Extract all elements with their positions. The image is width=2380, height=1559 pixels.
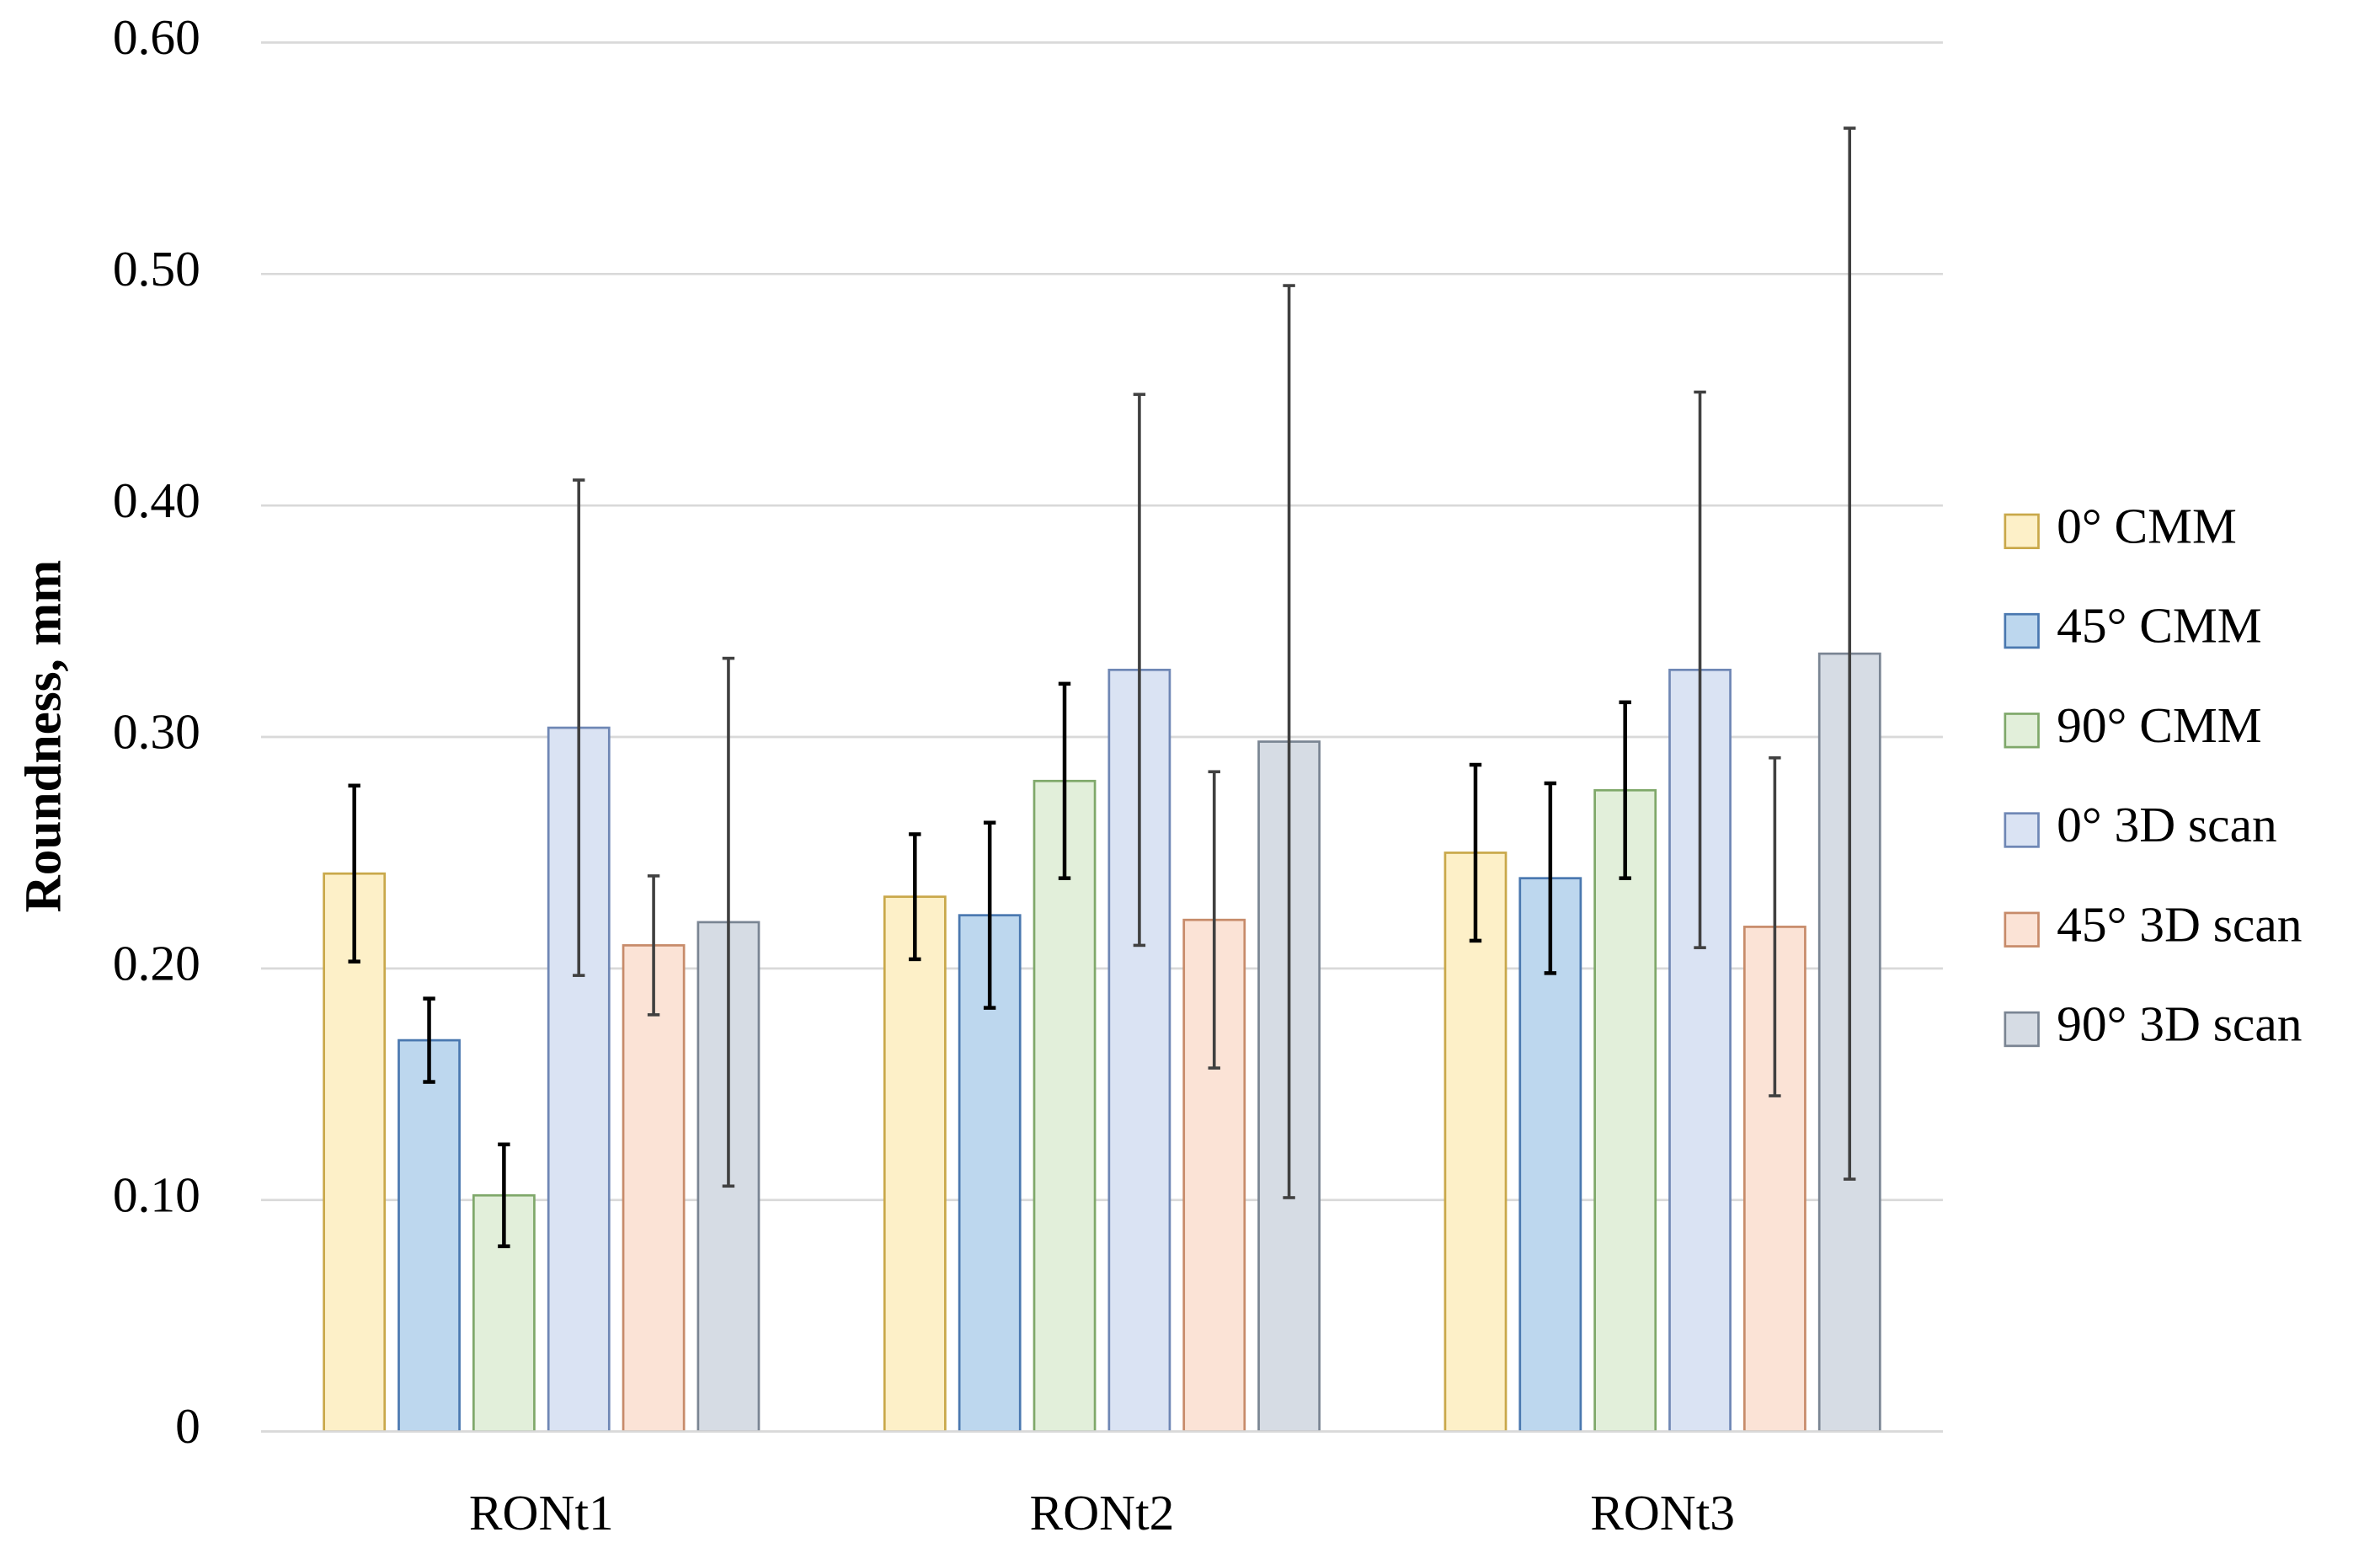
error-bar bbox=[498, 1142, 510, 1248]
bar bbox=[883, 895, 947, 1433]
error-bar bbox=[909, 832, 921, 962]
y-tick-label: 0.10 bbox=[113, 1167, 200, 1222]
y-tick-label: 0.50 bbox=[113, 241, 200, 296]
legend-swatch bbox=[2004, 911, 2040, 948]
x-tick-label: RONt1 bbox=[469, 1485, 614, 1540]
y-tick-label: 0 bbox=[175, 1398, 200, 1454]
bar bbox=[398, 1038, 461, 1433]
bar bbox=[622, 944, 686, 1433]
error-bar bbox=[1544, 781, 1557, 975]
legend-swatch bbox=[2004, 612, 2040, 649]
legend-label: 0° CMM bbox=[2057, 498, 2237, 553]
error-bar bbox=[722, 656, 735, 1188]
x-tick-label: RONt2 bbox=[1030, 1485, 1175, 1540]
legend-swatch bbox=[2004, 713, 2040, 749]
error-bar bbox=[1208, 770, 1220, 1070]
error-bar bbox=[1694, 390, 1706, 949]
error-bar bbox=[348, 783, 360, 964]
bar bbox=[1443, 852, 1508, 1433]
legend-label: 45° CMM bbox=[2057, 598, 2262, 654]
error-bar bbox=[647, 874, 660, 1017]
y-tick-label: 0.60 bbox=[113, 9, 200, 65]
error-bar bbox=[573, 478, 585, 977]
bar bbox=[1033, 779, 1097, 1433]
legend-label: 90° 3D scan bbox=[2057, 996, 2302, 1052]
x-tick-label: RONt3 bbox=[1590, 1485, 1735, 1540]
error-bar bbox=[1283, 284, 1295, 1199]
error-bar bbox=[1133, 392, 1146, 948]
error-bar bbox=[1469, 762, 1482, 943]
error-bar bbox=[983, 820, 996, 1010]
legend-label: 45° 3D scan bbox=[2057, 896, 2302, 952]
error-bar bbox=[1769, 755, 1781, 1097]
bar bbox=[1593, 788, 1657, 1433]
error-bar bbox=[1058, 681, 1071, 880]
y-tick-label: 0.40 bbox=[113, 473, 200, 528]
error-bar bbox=[423, 996, 435, 1084]
legend-label: 90° CMM bbox=[2057, 697, 2262, 753]
y-tick-label: 0.20 bbox=[113, 936, 200, 991]
legend-label: 0° 3D scan bbox=[2057, 797, 2277, 852]
error-bar bbox=[1844, 126, 1856, 1181]
y-axis-title: Roundness, mm bbox=[15, 560, 72, 913]
y-tick-label: 0.30 bbox=[113, 704, 200, 760]
legend-swatch bbox=[2004, 812, 2040, 848]
error-bar bbox=[1619, 700, 1631, 880]
legend-swatch bbox=[2004, 1011, 2040, 1048]
legend-swatch bbox=[2004, 513, 2040, 550]
